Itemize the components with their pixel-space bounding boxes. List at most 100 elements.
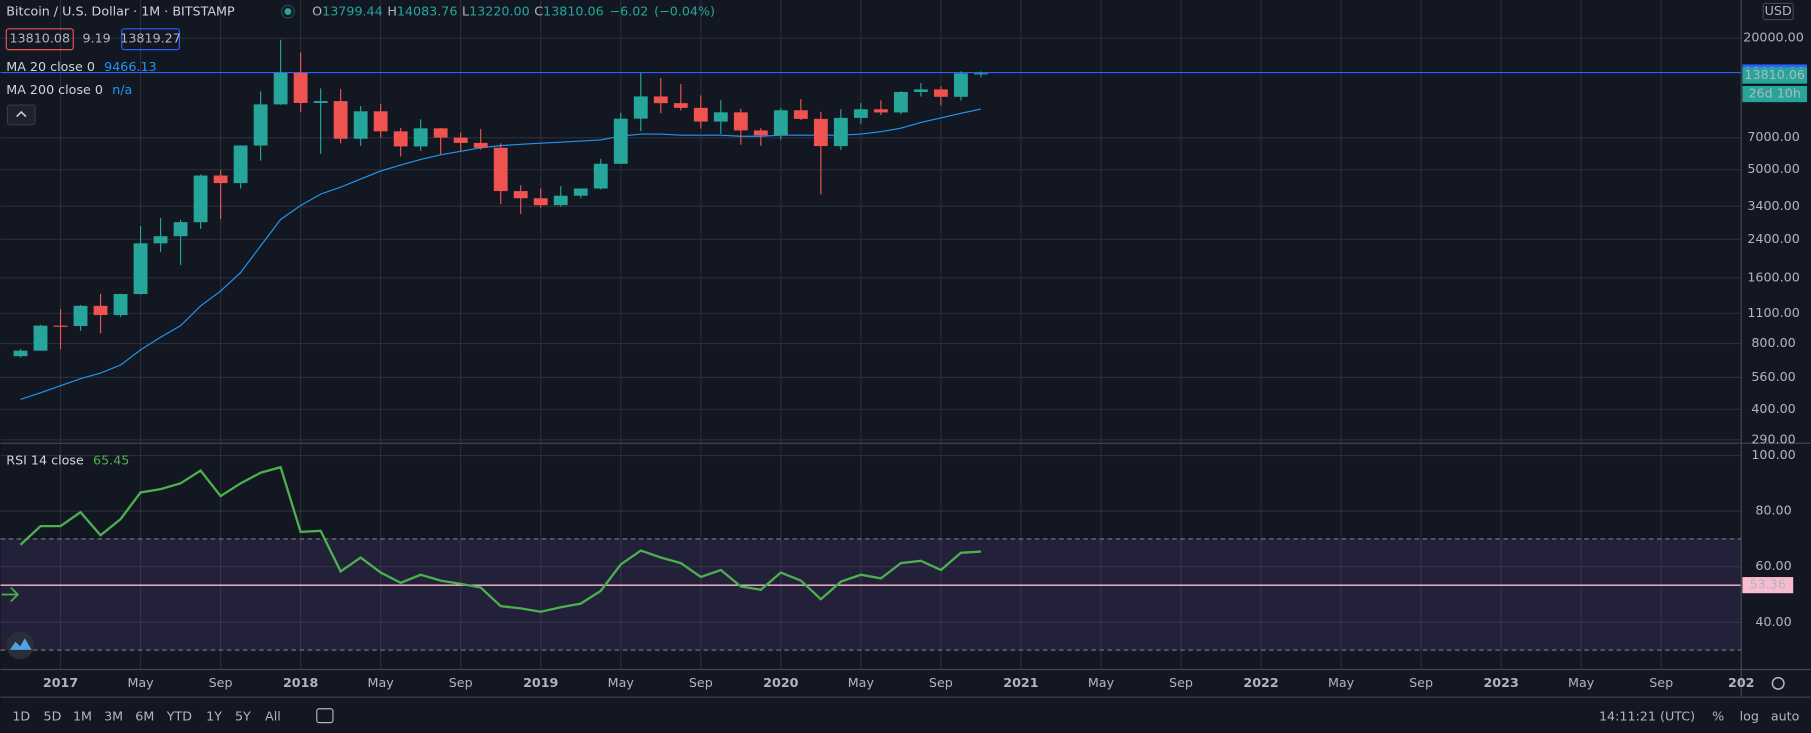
range-button[interactable]: 5Y [235,708,251,723]
symbol-header: Bitcoin / U.S. Dollar · 1M · BITSTAMP [6,3,235,18]
y-tick-label: 1600.00 [1747,269,1799,284]
candle-body [93,305,108,316]
collapse-icon [16,110,27,118]
range-button[interactable]: 1M [73,708,92,723]
candle-body [133,243,148,295]
y-tick-label: 1100.00 [1747,305,1799,320]
x-tick-label: Sep [1409,675,1433,690]
hline-label: 53.36 [1750,577,1786,592]
candle-body [633,96,648,119]
unit-box [1762,2,1794,21]
collapse-button[interactable] [6,104,36,126]
log-toggle[interactable]: log [1740,708,1759,723]
indicator-value: 9466.13 [104,58,156,73]
grid [0,0,1742,670]
x-tick-label: May [1328,675,1355,690]
candle-body [773,110,788,136]
x-tick-label: Sep [1649,675,1673,690]
calendar-icon[interactable] [316,708,334,724]
y-tick-label: 40.00 [1755,614,1791,629]
countdown-label: 26d 10h [1749,86,1801,101]
y-tick-label: 5000.00 [1747,161,1799,176]
ask[interactable]: 13819.27 [120,31,181,46]
candle-body [613,118,628,164]
range-button[interactable]: 1D [12,708,30,723]
live-dot [284,8,292,16]
candle-body [833,117,848,147]
candle-body [713,112,728,122]
candle-body [573,188,588,196]
x-tick-label: Sep [449,675,473,690]
ohlc-value: 13799.44 [322,3,383,18]
countdown-label-box [1742,85,1808,103]
indicator-value: n/a [112,82,132,97]
indicator-name: RSI 14 close [6,452,84,467]
candle-body [873,109,888,113]
logo-mark [9,638,32,650]
indicator-value: 65.45 [93,452,129,467]
range-button[interactable]: 5D [44,708,62,723]
range-button[interactable]: 3M [104,708,123,723]
x-tick-label: 2020 [763,675,798,690]
candle-body [233,145,248,184]
ohlc-key: L [462,3,469,18]
range-button[interactable]: All [265,708,281,723]
bid[interactable]: 13810.08 [9,31,70,46]
settings-icon[interactable] [1771,676,1785,690]
candle-body [33,325,48,351]
candle-body [473,142,488,148]
x-tick-label: Sep [209,675,233,690]
candle-body [733,112,748,131]
legend: Bitcoin / U.S. Dollar · 1M · BITSTAMP O13… [1,3,1785,724]
y-tick-label: 290.00 [1751,431,1795,446]
rsi-line [19,465,981,613]
arrow-icon [1,586,20,603]
live-dot-ring [281,4,295,19]
x-tick-label: Sep [689,675,713,690]
candle-body [933,89,948,97]
range-button[interactable]: YTD [166,708,193,723]
logo[interactable] [6,631,34,660]
candle-body [333,101,348,139]
candle-body [513,191,528,199]
x-tick-label: 2023 [1483,675,1518,690]
candle-body [493,147,508,192]
spread: 9.19 [82,31,110,46]
y-tick-label: 80.00 [1755,503,1791,518]
candle-body [953,73,968,97]
candle-body [53,325,68,327]
bid-box[interactable] [5,28,74,51]
ohlc-value: 14083.76 [397,3,458,18]
candle-body [673,103,688,108]
candle-body [893,91,908,113]
candle-body [213,175,228,184]
clock: 14:11:21 (UTC) [1599,708,1695,723]
candle-body [293,73,308,103]
change: −6.02 [609,3,648,18]
ohlc-legend: O13799.44 H14083.76 L13220.00 C13810.06 −6.0… [312,3,715,18]
candle-body [393,131,408,147]
indicator-legend: MA 200 close 0 n/a [6,82,132,97]
rsi-pane [0,465,1742,651]
candle-body [353,111,368,139]
candle-body [373,111,388,132]
x-tick-label: 202 [1728,675,1754,690]
indicator-name: MA 20 close 0 [6,58,95,73]
indicator-legend: RSI 14 close 65.45 [6,452,129,467]
x-tick-label: 2018 [283,675,318,690]
range-button[interactable]: 6M [135,708,154,723]
candle-body [973,73,988,75]
x-tick-label: May [127,675,154,690]
candle-body [73,305,88,327]
candle-body [453,137,468,143]
y-tick-label: 800.00 [1751,335,1795,350]
y-tick-label: 20000.00 [1743,30,1804,45]
ask-box[interactable] [121,28,181,51]
price-pane [0,39,1742,400]
y-tick-label: 7000.00 [1747,129,1799,144]
percent-toggle[interactable]: % [1712,708,1724,723]
auto-toggle[interactable]: auto [1771,708,1800,723]
candle-body [653,96,668,104]
range-button[interactable]: 1Y [206,708,222,723]
